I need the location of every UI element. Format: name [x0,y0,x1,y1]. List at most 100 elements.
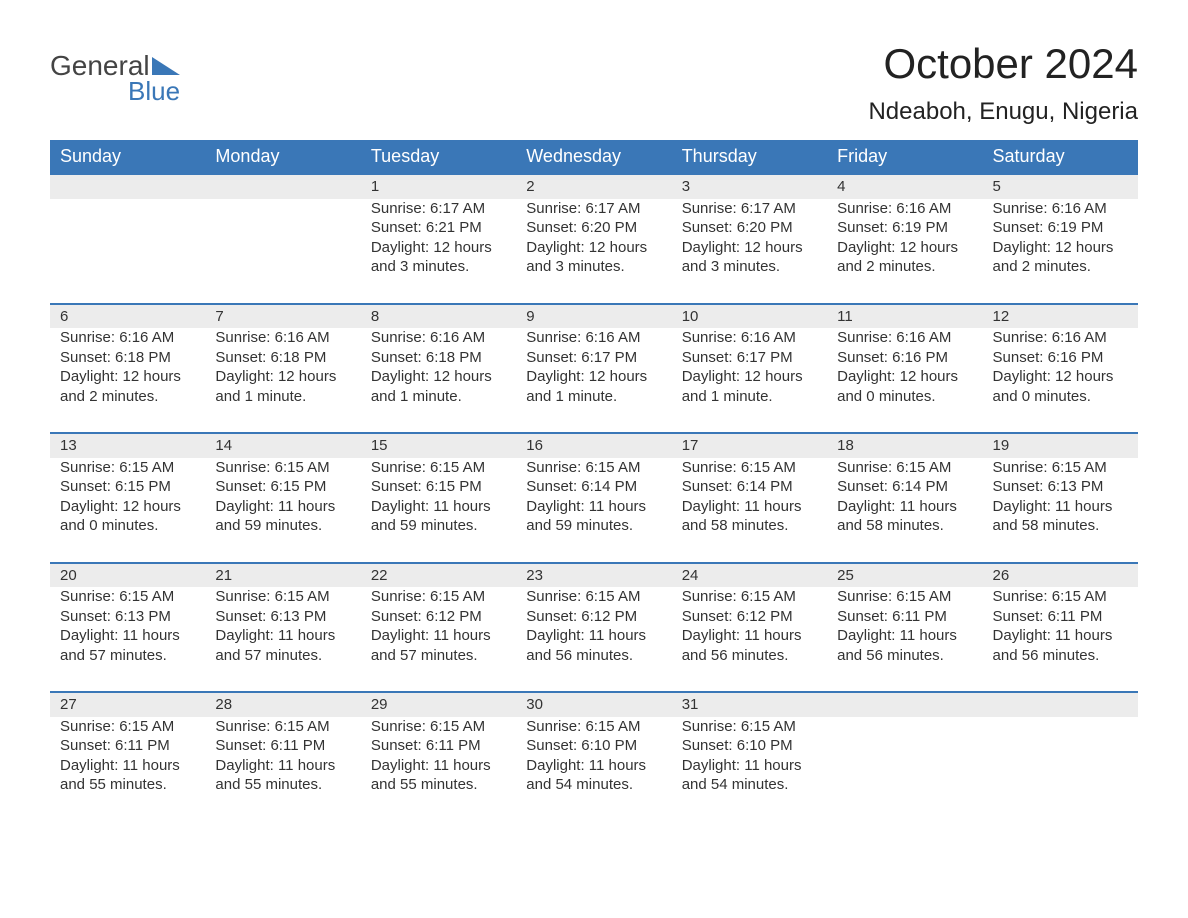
sunset-line: Sunset: 6:20 PM [526,218,661,238]
sunrise-line: Sunrise: 6:15 AM [993,458,1128,478]
sunset-line: Sunset: 6:13 PM [215,607,350,627]
sunrise-line: Sunrise: 6:15 AM [682,587,817,607]
day-content-row: Sunrise: 6:15 AMSunset: 6:15 PMDaylight:… [50,458,1138,563]
sunrise-line: Sunrise: 6:16 AM [526,328,661,348]
sunset-line: Sunset: 6:12 PM [526,607,661,627]
day-number: 4 [827,174,982,199]
day-number: 6 [50,304,205,329]
sunset-line: Sunset: 6:12 PM [371,607,506,627]
day-number: 18 [827,433,982,458]
day-number: 28 [205,692,360,717]
day-number: 26 [983,563,1138,588]
sunset-line: Sunset: 6:21 PM [371,218,506,238]
day-number [983,692,1138,717]
day-number: 22 [361,563,516,588]
sunset-line: Sunset: 6:15 PM [371,477,506,497]
day-cell: Sunrise: 6:15 AMSunset: 6:12 PMDaylight:… [516,587,671,692]
day-cell: Sunrise: 6:15 AMSunset: 6:10 PMDaylight:… [516,717,671,821]
sunset-line: Sunset: 6:12 PM [682,607,817,627]
logo: General Blue [50,50,180,107]
day-cell: Sunrise: 6:15 AMSunset: 6:15 PMDaylight:… [361,458,516,563]
sunrise-line: Sunrise: 6:15 AM [682,717,817,737]
daylight-line: Daylight: 11 hours and 57 minutes. [215,626,350,665]
sunset-line: Sunset: 6:20 PM [682,218,817,238]
sunset-line: Sunset: 6:16 PM [993,348,1128,368]
sunrise-line: Sunrise: 6:16 AM [682,328,817,348]
sunset-line: Sunset: 6:13 PM [60,607,195,627]
day-cell: Sunrise: 6:15 AMSunset: 6:12 PMDaylight:… [361,587,516,692]
sunset-line: Sunset: 6:19 PM [993,218,1128,238]
day-content-row: Sunrise: 6:16 AMSunset: 6:18 PMDaylight:… [50,328,1138,433]
daylight-line: Daylight: 11 hours and 54 minutes. [526,756,661,795]
day-number [205,174,360,199]
sunrise-line: Sunrise: 6:15 AM [682,458,817,478]
header: General Blue October 2024 Ndeaboh, Enugu… [50,40,1138,126]
sunset-line: Sunset: 6:11 PM [371,736,506,756]
calendar-header: SundayMondayTuesdayWednesdayThursdayFrid… [50,140,1138,174]
sunset-line: Sunset: 6:17 PM [526,348,661,368]
day-cell: Sunrise: 6:16 AMSunset: 6:18 PMDaylight:… [50,328,205,433]
day-number: 25 [827,563,982,588]
daylight-line: Daylight: 12 hours and 1 minute. [682,367,817,406]
sunrise-line: Sunrise: 6:15 AM [60,458,195,478]
day-number-row: 20212223242526 [50,563,1138,588]
day-number-row: 12345 [50,174,1138,199]
day-cell: Sunrise: 6:15 AMSunset: 6:12 PMDaylight:… [672,587,827,692]
sunrise-line: Sunrise: 6:17 AM [526,199,661,219]
sunset-line: Sunset: 6:15 PM [215,477,350,497]
day-header: Wednesday [516,140,671,174]
sunset-line: Sunset: 6:11 PM [60,736,195,756]
location: Ndeaboh, Enugu, Nigeria [868,98,1138,126]
day-cell: Sunrise: 6:16 AMSunset: 6:18 PMDaylight:… [361,328,516,433]
sunrise-line: Sunrise: 6:15 AM [371,717,506,737]
sunrise-line: Sunrise: 6:17 AM [371,199,506,219]
sunset-line: Sunset: 6:10 PM [682,736,817,756]
sunset-line: Sunset: 6:11 PM [993,607,1128,627]
day-number-row: 6789101112 [50,304,1138,329]
sunrise-line: Sunrise: 6:15 AM [60,587,195,607]
day-cell: Sunrise: 6:16 AMSunset: 6:18 PMDaylight:… [205,328,360,433]
daylight-line: Daylight: 12 hours and 1 minute. [215,367,350,406]
day-cell: Sunrise: 6:16 AMSunset: 6:16 PMDaylight:… [983,328,1138,433]
day-number: 12 [983,304,1138,329]
daylight-line: Daylight: 11 hours and 59 minutes. [526,497,661,536]
day-cell: Sunrise: 6:16 AMSunset: 6:16 PMDaylight:… [827,328,982,433]
day-cell: Sunrise: 6:15 AMSunset: 6:13 PMDaylight:… [205,587,360,692]
day-number: 11 [827,304,982,329]
sunrise-line: Sunrise: 6:15 AM [526,717,661,737]
sunset-line: Sunset: 6:13 PM [993,477,1128,497]
sunset-line: Sunset: 6:11 PM [215,736,350,756]
sunrise-line: Sunrise: 6:16 AM [837,328,972,348]
day-header: Saturday [983,140,1138,174]
day-cell: Sunrise: 6:15 AMSunset: 6:15 PMDaylight:… [50,458,205,563]
daylight-line: Daylight: 12 hours and 2 minutes. [837,238,972,277]
sunrise-line: Sunrise: 6:15 AM [371,458,506,478]
day-number: 5 [983,174,1138,199]
day-number: 3 [672,174,827,199]
day-header: Thursday [672,140,827,174]
sunrise-line: Sunrise: 6:16 AM [993,199,1128,219]
daylight-line: Daylight: 12 hours and 1 minute. [526,367,661,406]
day-cell: Sunrise: 6:15 AMSunset: 6:11 PMDaylight:… [361,717,516,821]
sunset-line: Sunset: 6:14 PM [526,477,661,497]
daylight-line: Daylight: 11 hours and 59 minutes. [371,497,506,536]
day-cell: Sunrise: 6:16 AMSunset: 6:17 PMDaylight:… [516,328,671,433]
logo-text-blue: Blue [128,76,180,107]
day-number: 24 [672,563,827,588]
sunrise-line: Sunrise: 6:16 AM [993,328,1128,348]
daylight-line: Daylight: 12 hours and 3 minutes. [682,238,817,277]
day-cell: Sunrise: 6:15 AMSunset: 6:13 PMDaylight:… [50,587,205,692]
sunrise-line: Sunrise: 6:15 AM [837,587,972,607]
day-cell: Sunrise: 6:15 AMSunset: 6:11 PMDaylight:… [205,717,360,821]
sunset-line: Sunset: 6:17 PM [682,348,817,368]
sunset-line: Sunset: 6:14 PM [837,477,972,497]
daylight-line: Daylight: 11 hours and 55 minutes. [60,756,195,795]
daylight-line: Daylight: 11 hours and 55 minutes. [215,756,350,795]
day-number: 7 [205,304,360,329]
day-number: 1 [361,174,516,199]
day-header: Sunday [50,140,205,174]
sunrise-line: Sunrise: 6:15 AM [993,587,1128,607]
sunrise-line: Sunrise: 6:15 AM [215,458,350,478]
day-number [827,692,982,717]
daylight-line: Daylight: 11 hours and 58 minutes. [682,497,817,536]
